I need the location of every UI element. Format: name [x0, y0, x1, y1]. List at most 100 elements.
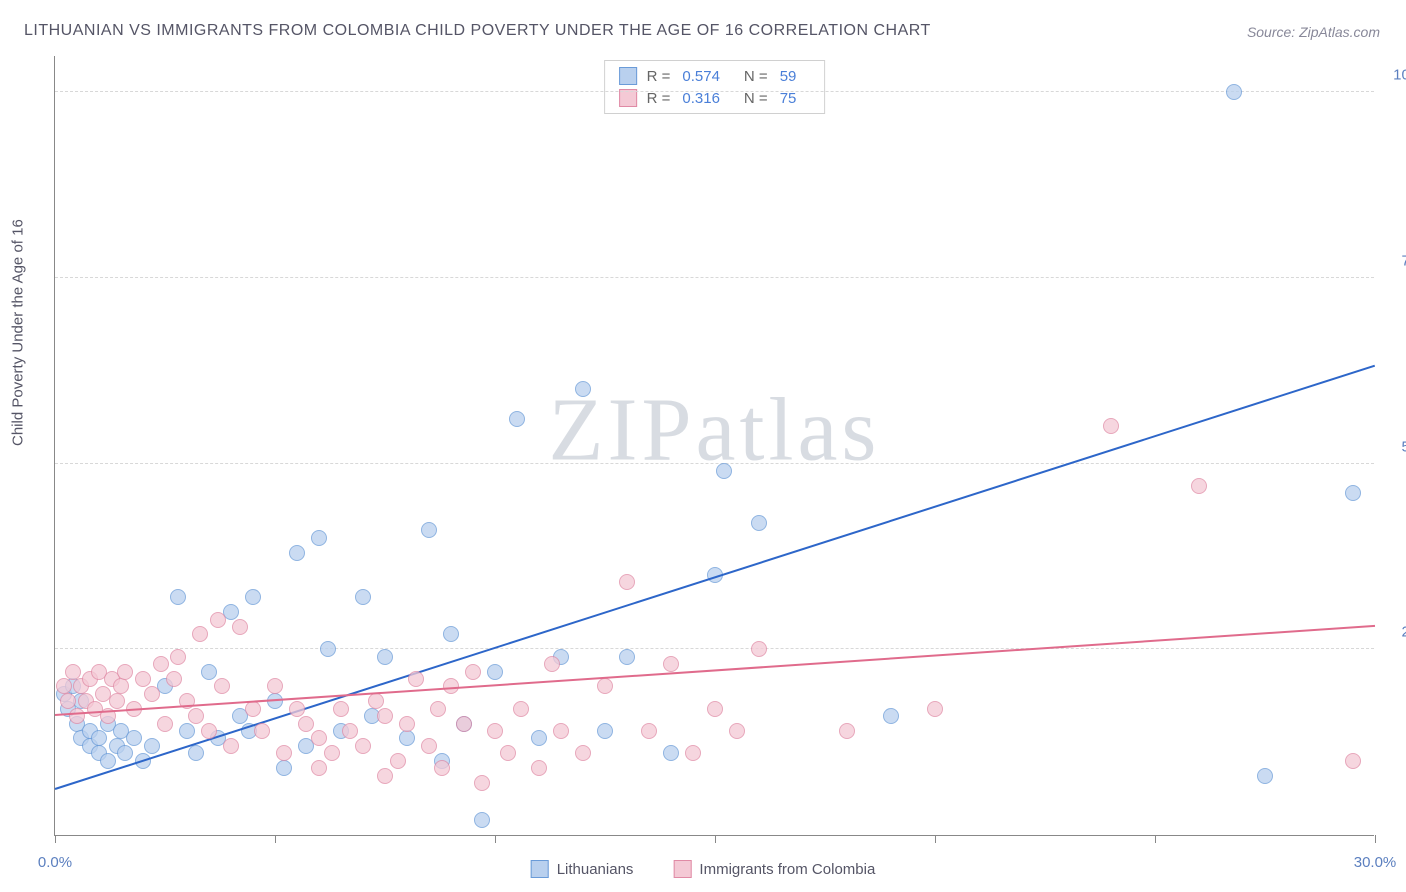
legend-r-value: 0.574	[682, 68, 720, 85]
data-point	[883, 708, 899, 724]
data-point	[839, 723, 855, 739]
data-point	[575, 745, 591, 761]
data-point	[399, 716, 415, 732]
data-point	[245, 701, 261, 717]
data-point	[619, 574, 635, 590]
y-tick-label: 25.0%	[1401, 624, 1406, 641]
data-point	[408, 671, 424, 687]
data-point	[289, 701, 305, 717]
x-tick-label: 30.0%	[1354, 854, 1397, 871]
data-point	[210, 612, 226, 628]
data-point	[474, 812, 490, 828]
data-point	[500, 745, 516, 761]
data-point	[377, 708, 393, 724]
data-point	[487, 664, 503, 680]
legend-n-label: N =	[744, 68, 768, 85]
gridline	[55, 648, 1374, 649]
data-point	[597, 678, 613, 694]
data-point	[434, 760, 450, 776]
y-tick-label: 50.0%	[1401, 438, 1406, 455]
data-point	[188, 745, 204, 761]
data-point	[685, 745, 701, 761]
legend-swatch	[673, 860, 691, 878]
data-point	[56, 678, 72, 694]
data-point	[267, 678, 283, 694]
data-point	[1345, 753, 1361, 769]
data-point	[927, 701, 943, 717]
data-point	[333, 701, 349, 717]
data-point	[223, 738, 239, 754]
source-attribution: Source: ZipAtlas.com	[1247, 24, 1380, 40]
data-point	[1226, 84, 1242, 100]
y-tick-label: 75.0%	[1401, 252, 1406, 269]
data-point	[1345, 485, 1361, 501]
gridline	[55, 463, 1374, 464]
data-point	[179, 723, 195, 739]
x-tick	[495, 835, 496, 843]
data-point	[276, 745, 292, 761]
data-point	[368, 693, 384, 709]
data-point	[157, 716, 173, 732]
data-point	[619, 649, 635, 665]
data-point	[214, 678, 230, 694]
data-point	[430, 701, 446, 717]
data-point	[311, 760, 327, 776]
data-point	[663, 656, 679, 672]
data-point	[597, 723, 613, 739]
data-point	[117, 664, 133, 680]
legend-item: Immigrants from Colombia	[673, 860, 875, 878]
data-point	[117, 745, 133, 761]
correlation-legend: R =0.574N =59R =0.316N =75	[604, 60, 826, 114]
data-point	[707, 701, 723, 717]
data-point	[144, 686, 160, 702]
data-point	[201, 723, 217, 739]
data-point	[575, 381, 591, 397]
data-point	[377, 768, 393, 784]
data-point	[531, 730, 547, 746]
data-point	[342, 723, 358, 739]
legend-n-value: 59	[780, 68, 797, 85]
data-point	[254, 723, 270, 739]
data-point	[729, 723, 745, 739]
legend-swatch	[531, 860, 549, 878]
data-point	[65, 664, 81, 680]
data-point	[113, 678, 129, 694]
data-point	[232, 619, 248, 635]
data-point	[1191, 478, 1207, 494]
series-legend: Lithuanians Immigrants from Colombia	[531, 860, 876, 878]
watermark: ZIPatlas	[549, 378, 881, 481]
data-point	[421, 522, 437, 538]
x-tick	[1375, 835, 1376, 843]
legend-row: R = 0.574 N = 59	[619, 67, 811, 85]
data-point	[421, 738, 437, 754]
data-point	[60, 693, 76, 709]
data-point	[126, 730, 142, 746]
data-point	[320, 641, 336, 657]
data-point	[751, 641, 767, 657]
data-point	[456, 716, 472, 732]
data-point	[513, 701, 529, 717]
data-point	[166, 671, 182, 687]
data-point	[390, 753, 406, 769]
data-point	[69, 708, 85, 724]
data-point	[201, 664, 217, 680]
data-point	[544, 656, 560, 672]
data-point	[109, 693, 125, 709]
gridline	[55, 91, 1374, 92]
data-point	[355, 589, 371, 605]
data-point	[553, 723, 569, 739]
data-point	[443, 626, 459, 642]
x-tick	[275, 835, 276, 843]
data-point	[509, 411, 525, 427]
data-point	[311, 730, 327, 746]
data-point	[170, 589, 186, 605]
legend-r-label: R =	[647, 68, 671, 85]
data-point	[91, 730, 107, 746]
x-tick	[935, 835, 936, 843]
data-point	[100, 753, 116, 769]
data-point	[751, 515, 767, 531]
data-point	[192, 626, 208, 642]
legend-item: Lithuanians	[531, 860, 634, 878]
data-point	[487, 723, 503, 739]
chart-title: LITHUANIAN VS IMMIGRANTS FROM COLOMBIA C…	[24, 22, 931, 40]
